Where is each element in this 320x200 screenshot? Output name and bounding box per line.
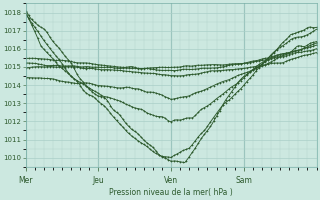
X-axis label: Pression niveau de la mer( hPa ): Pression niveau de la mer( hPa )	[109, 188, 233, 197]
